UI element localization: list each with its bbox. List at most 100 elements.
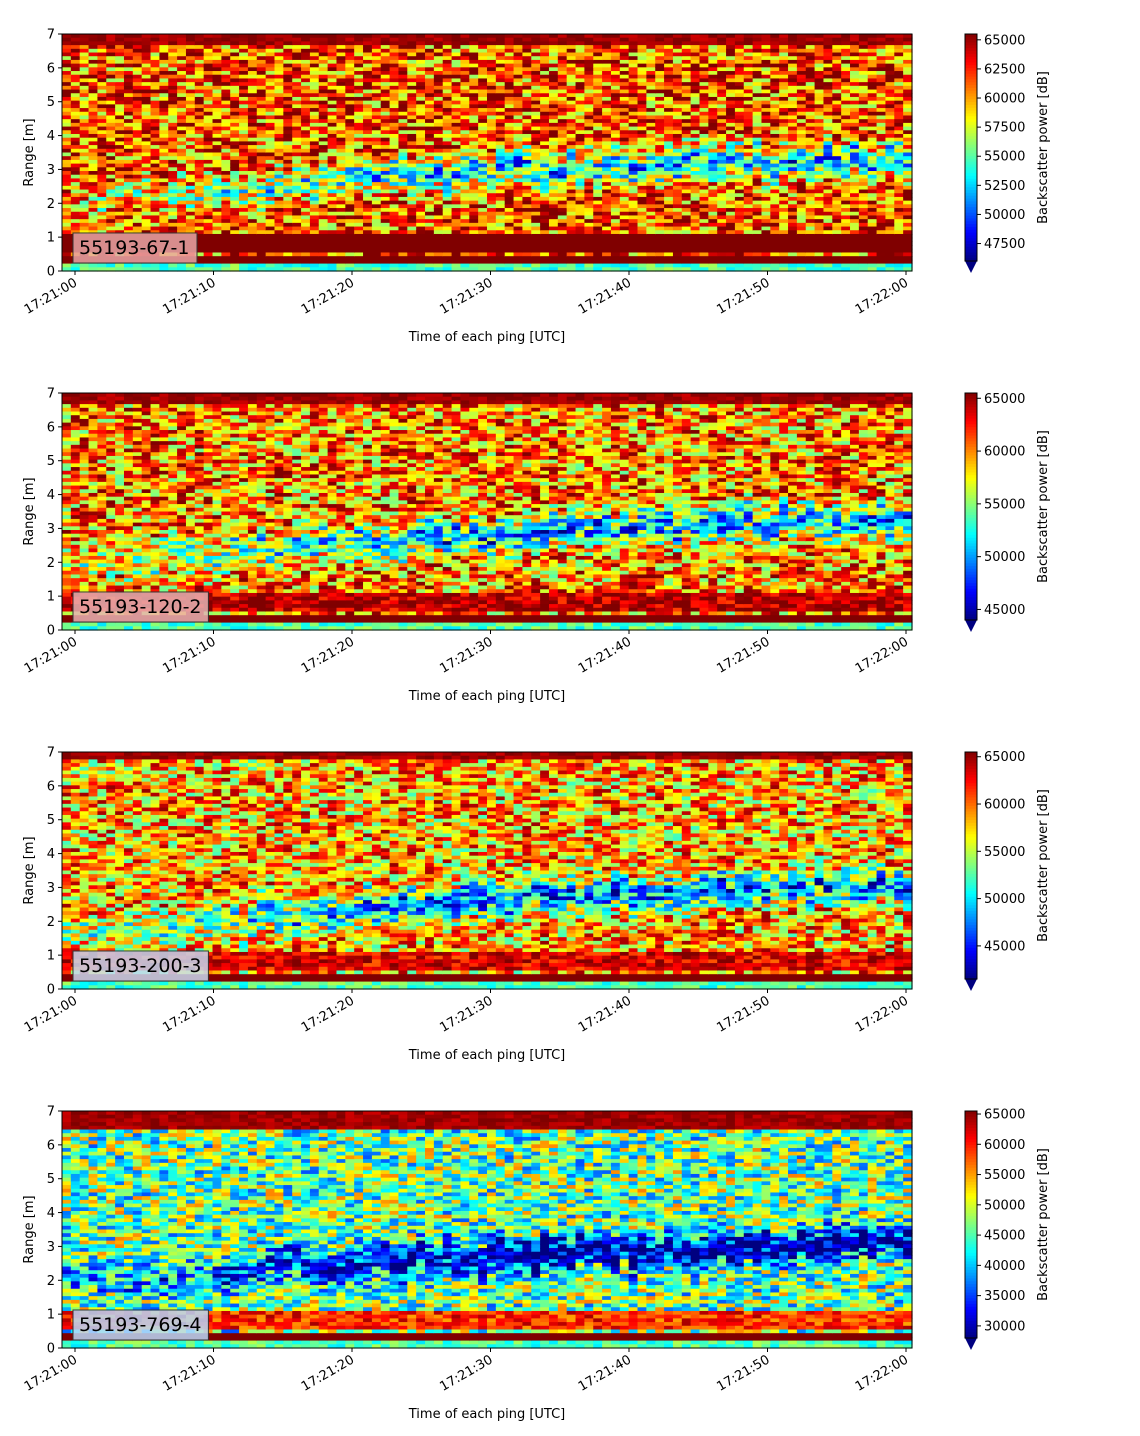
heatmap-cell [673,138,682,142]
heatmap-cell [336,160,345,164]
heatmap-cell [629,190,638,194]
heatmap-cell [301,252,310,256]
heatmap-cell [328,41,337,45]
heatmap-cell [478,112,487,116]
heatmap-cell [611,156,620,160]
heatmap-cell [345,227,354,231]
heatmap-cell [133,78,142,82]
heatmap-cell [443,186,452,190]
heatmap-cell [213,219,222,223]
heatmap-cell [452,156,461,160]
heatmap-cell [638,71,647,75]
heatmap-cell [531,219,540,223]
heatmap-cell [213,41,222,45]
heatmap-cell [646,49,655,53]
heatmap-cell [726,130,735,134]
heatmap-cell [602,264,611,268]
heatmap-cell [514,230,523,234]
heatmap-cell [443,123,452,127]
heatmap-cell [443,212,452,216]
heatmap-cell [549,145,558,149]
heatmap-cell [602,45,611,49]
heatmap-cell [213,75,222,79]
heatmap-cell [390,190,399,194]
heatmap-cell [584,230,593,234]
heatmap-cell [567,215,576,219]
heatmap-cell [452,230,461,234]
heatmap-cell [398,182,407,186]
heatmap-cell [390,160,399,164]
heatmap-cell [390,123,399,127]
heatmap-cell [345,82,354,86]
heatmap-cell [726,208,735,212]
heatmap-cell [638,175,647,179]
heatmap-cell [301,264,310,268]
heatmap-cell [514,241,523,245]
heatmap-cell [230,186,239,190]
heatmap-cell [213,175,222,179]
heatmap-cell [283,138,292,142]
heatmap-cell [310,38,319,42]
heatmap-cell [124,223,133,227]
heatmap-cell [372,190,381,194]
heatmap-cell [514,227,523,231]
heatmap-cell [80,208,89,212]
heatmap-cell [646,97,655,101]
heatmap-cell [602,127,611,131]
heatmap-cell [620,264,629,268]
heatmap-cell [328,153,337,157]
heatmap-cell [452,178,461,182]
heatmap-cell [708,190,717,194]
heatmap-cell [372,145,381,149]
heatmap-cell [398,75,407,79]
heatmap-cell [275,171,284,175]
heatmap-cell [638,119,647,123]
heatmap-cell [443,219,452,223]
heatmap-cell [593,227,602,231]
heatmap-cell [664,160,673,164]
heatmap-cell [505,123,514,127]
heatmap-cell [168,64,177,68]
heatmap-cell [611,178,620,182]
heatmap-cell [531,60,540,64]
heatmap-cell [522,227,531,231]
heatmap-cell [558,123,567,127]
heatmap-cell [576,97,585,101]
heatmap-cell [363,204,372,208]
heatmap-cell [168,34,177,38]
heatmap-cell [735,97,744,101]
heatmap-cell [310,193,319,197]
heatmap-cell [452,119,461,123]
heatmap-cell [407,201,416,205]
heatmap-cell [266,78,275,82]
heatmap-cell [726,75,735,79]
heatmap-cell [257,60,266,64]
heatmap-cell [142,115,151,119]
heatmap-cell [142,193,151,197]
heatmap-cell [487,164,496,168]
heatmap-cell [593,75,602,79]
heatmap-cell [425,41,434,45]
heatmap-cell [655,264,664,268]
heatmap-cell [434,108,443,112]
heatmap-cell [142,138,151,142]
heatmap-cell [248,219,257,223]
heatmap-cell [629,164,638,168]
heatmap-cell [576,138,585,142]
heatmap-cell [230,230,239,234]
heatmap-cell [213,238,222,242]
heatmap-cell [275,115,284,119]
heatmap-cell [354,193,363,197]
heatmap-cell [452,90,461,94]
heatmap-cell [354,119,363,123]
heatmap-cell [558,171,567,175]
heatmap-cell [522,197,531,201]
heatmap-cell [611,53,620,57]
heatmap-cell [292,49,301,53]
heatmap-cell [664,90,673,94]
heatmap-cell [257,34,266,38]
heatmap-cell [629,115,638,119]
heatmap-cell [142,164,151,168]
heatmap-cell [700,238,709,242]
heatmap-cell [700,141,709,145]
